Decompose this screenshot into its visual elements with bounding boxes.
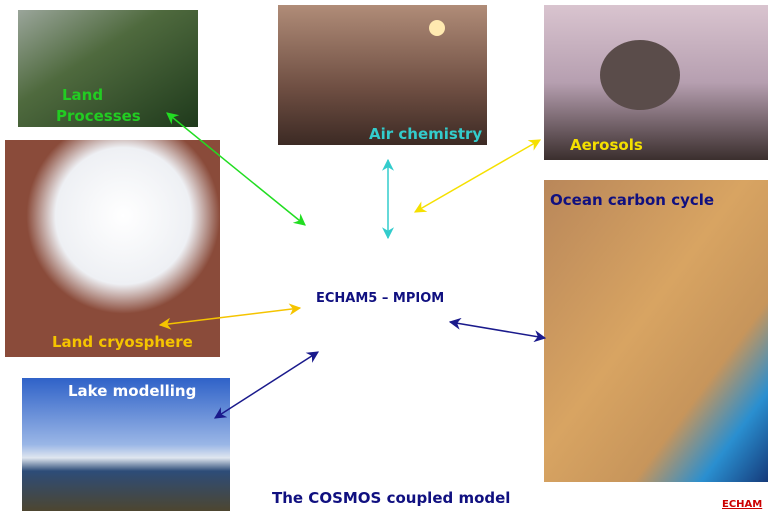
node-label: Aerosols	[570, 136, 643, 154]
arrow	[413, 139, 542, 213]
cryosphere-image	[5, 140, 220, 357]
land-image	[18, 10, 198, 127]
node-label: Air chemistry	[369, 125, 482, 143]
lake-image	[22, 378, 230, 511]
air-image	[278, 5, 487, 145]
arrow	[448, 317, 547, 343]
node-label: Land	[62, 86, 103, 104]
node-label: Land cryosphere	[52, 333, 193, 351]
node-label: Ocean carbon cycle	[550, 191, 714, 209]
arrow	[166, 112, 306, 226]
node-label: Processes	[56, 107, 141, 125]
footer-link: ECHAM	[722, 499, 762, 510]
ocean-image	[544, 180, 768, 482]
arrow	[213, 351, 320, 419]
node-label: Lake modelling	[68, 382, 196, 400]
center-label: ECHAM5 – MPIOM	[316, 291, 444, 306]
plume	[600, 40, 680, 110]
title: The COSMOS coupled model	[272, 489, 510, 507]
arrow	[158, 303, 302, 330]
sun	[429, 20, 445, 36]
